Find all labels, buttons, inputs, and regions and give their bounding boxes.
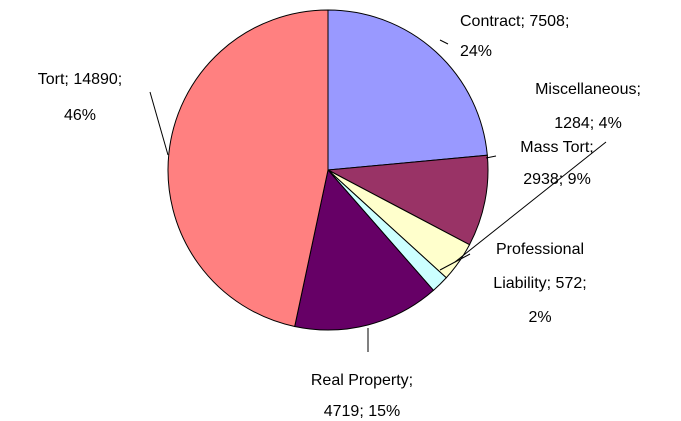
data-label: 1284; 4% <box>554 115 622 132</box>
data-labels: Contract; 7508; 24% Mass Tort; 2938; 9% Misc… <box>38 13 641 420</box>
leader-line <box>439 39 449 45</box>
pie <box>167 9 489 331</box>
data-label: 2% <box>528 309 551 326</box>
leader-line <box>149 91 169 156</box>
data-label: 46% <box>64 107 96 124</box>
data-label: Contract; 7508; <box>460 13 569 30</box>
data-label: Mass Tort; <box>520 139 594 156</box>
data-label: Liability; 572; <box>493 275 586 292</box>
pie-slice <box>294 168 435 331</box>
data-label: 4719; 15% <box>324 403 401 420</box>
pie-slice <box>167 9 329 328</box>
leader-line <box>454 141 607 263</box>
leader-line <box>439 253 471 271</box>
leader-lines <box>149 39 607 352</box>
leader-line <box>485 155 497 159</box>
data-label: Professional <box>496 241 584 258</box>
pie-slice <box>326 154 489 246</box>
data-label: 24% <box>460 43 492 60</box>
data-label: Real Property; <box>311 372 413 389</box>
data-label: Miscellaneous; <box>535 81 641 98</box>
pie-slice <box>327 9 488 171</box>
data-label: 2938; 9% <box>523 171 591 188</box>
data-label: Tort; 14890; <box>38 71 123 88</box>
